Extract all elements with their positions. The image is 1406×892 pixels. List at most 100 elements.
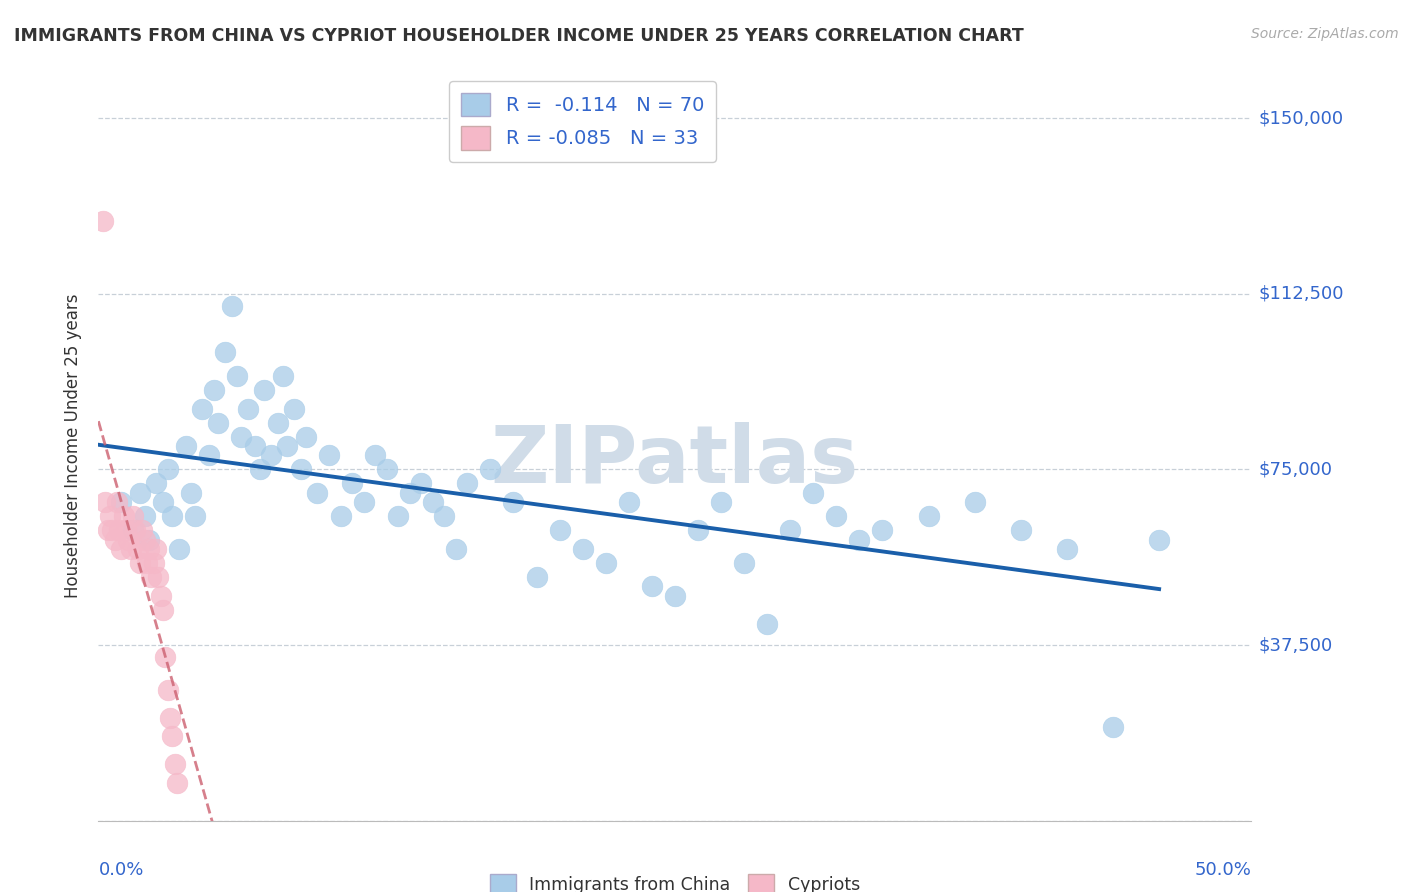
Immigrants from China [214, 345, 236, 359]
Cypriots [115, 523, 138, 537]
Immigrants from China [138, 533, 160, 547]
Immigrants from China [184, 509, 207, 524]
Immigrants from China [238, 401, 260, 416]
Immigrants from China [375, 462, 398, 476]
Text: ZIPatlas: ZIPatlas [491, 422, 859, 500]
Immigrants from China [710, 495, 733, 509]
Cypriots [138, 541, 160, 557]
Immigrants from China [444, 541, 467, 557]
Immigrants from China [617, 495, 640, 509]
Cypriots [141, 570, 163, 584]
Cypriots [166, 776, 188, 790]
Immigrants from China [387, 509, 409, 524]
Immigrants from China [198, 448, 221, 462]
Cypriots [134, 533, 156, 547]
Cypriots [117, 533, 139, 547]
Immigrants from China [145, 476, 167, 491]
Cypriots [112, 509, 135, 524]
Immigrants from China [526, 570, 548, 584]
Cypriots [145, 541, 167, 557]
Cypriots [124, 523, 146, 537]
Immigrants from China [253, 383, 276, 397]
Immigrants from China [595, 556, 617, 570]
Immigrants from China [283, 401, 305, 416]
Immigrants from China [548, 523, 571, 537]
Immigrants from China [801, 485, 824, 500]
Immigrants from China [267, 416, 290, 430]
Immigrants from China [271, 368, 294, 383]
Immigrants from China [245, 439, 267, 453]
Immigrants from China [733, 556, 755, 570]
Text: $75,000: $75,000 [1258, 460, 1333, 478]
Cypriots [163, 757, 186, 772]
Immigrants from China [411, 476, 433, 491]
Cypriots [103, 533, 125, 547]
Immigrants from China [422, 495, 444, 509]
Immigrants from China [872, 523, 894, 537]
Cypriots [110, 541, 132, 557]
Text: 0.0%: 0.0% [98, 861, 143, 879]
Text: $112,500: $112,500 [1258, 285, 1344, 302]
Immigrants from China [110, 495, 132, 509]
Immigrants from China [756, 617, 779, 632]
Text: IMMIGRANTS FROM CHINA VS CYPRIOT HOUSEHOLDER INCOME UNDER 25 YEARS CORRELATION C: IMMIGRANTS FROM CHINA VS CYPRIOT HOUSEHO… [14, 27, 1024, 45]
Cypriots [142, 556, 165, 570]
Immigrants from China [231, 430, 253, 444]
Immigrants from China [225, 368, 247, 383]
Cypriots [149, 589, 172, 603]
Cypriots [94, 495, 117, 509]
Immigrants from China [191, 401, 214, 416]
Cypriots [105, 495, 128, 509]
Immigrants from China [1147, 533, 1170, 547]
Immigrants from China [963, 495, 986, 509]
Immigrants from China [1056, 541, 1078, 557]
Immigrants from China [174, 439, 197, 453]
Immigrants from China [249, 462, 271, 476]
Immigrants from China [295, 430, 318, 444]
Immigrants from China [318, 448, 340, 462]
Immigrants from China [664, 589, 686, 603]
Immigrants from China [571, 541, 593, 557]
Immigrants from China [479, 462, 502, 476]
Immigrants from China [329, 509, 352, 524]
Immigrants from China [825, 509, 848, 524]
Cypriots [160, 730, 183, 744]
Immigrants from China [456, 476, 478, 491]
Cypriots [98, 509, 121, 524]
Immigrants from China [433, 509, 456, 524]
Immigrants from China [290, 462, 312, 476]
Cypriots [101, 523, 124, 537]
Cypriots [108, 523, 131, 537]
Immigrants from China [353, 495, 375, 509]
Cypriots [159, 710, 181, 724]
Immigrants from China [167, 541, 190, 557]
Text: $37,500: $37,500 [1258, 636, 1333, 654]
Cypriots [152, 603, 174, 617]
Legend: Immigrants from China, Cypriots: Immigrants from China, Cypriots [482, 867, 868, 892]
Cypriots [155, 649, 177, 664]
Cypriots [135, 556, 157, 570]
Immigrants from China [207, 416, 229, 430]
Y-axis label: Householder Income Under 25 years: Householder Income Under 25 years [65, 293, 83, 599]
Immigrants from China [779, 523, 801, 537]
Cypriots [120, 541, 142, 557]
Immigrants from China [1010, 523, 1032, 537]
Immigrants from China [307, 485, 329, 500]
Immigrants from China [276, 439, 298, 453]
Immigrants from China [1102, 720, 1125, 734]
Immigrants from China [156, 462, 179, 476]
Immigrants from China [398, 485, 420, 500]
Cypriots [129, 556, 152, 570]
Cypriots [131, 523, 153, 537]
Immigrants from China [122, 523, 145, 537]
Immigrants from China [641, 580, 664, 594]
Cypriots [127, 541, 149, 557]
Immigrants from China [686, 523, 709, 537]
Cypriots [156, 682, 179, 697]
Immigrants from China [260, 448, 283, 462]
Immigrants from China [152, 495, 174, 509]
Cypriots [148, 570, 170, 584]
Text: Source: ZipAtlas.com: Source: ZipAtlas.com [1251, 27, 1399, 41]
Immigrants from China [848, 533, 870, 547]
Immigrants from China [340, 476, 363, 491]
